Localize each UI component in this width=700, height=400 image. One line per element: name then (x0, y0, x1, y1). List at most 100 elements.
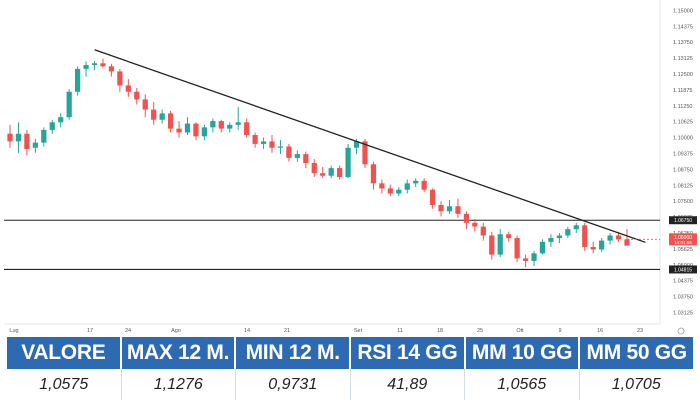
level-label-box (669, 216, 697, 225)
candle-up (66, 91, 72, 118)
x-tick-label: 16 (597, 328, 603, 334)
candle-up (531, 253, 537, 261)
candle-down (151, 109, 157, 120)
candle-down (311, 163, 317, 174)
candle-down (362, 141, 368, 165)
y-tick-label: 1.14375 (673, 24, 693, 30)
candle-down (514, 238, 520, 259)
candle-down (244, 122, 250, 136)
value-mm-10gg: 1,0565 (465, 369, 580, 400)
candle-up (353, 141, 360, 148)
candle-up (294, 154, 300, 158)
candle-down (303, 154, 309, 163)
candle-down (269, 141, 275, 148)
x-tick-label: 23 (637, 328, 643, 334)
candle-up (58, 117, 64, 123)
candle-up (345, 147, 351, 177)
header-valore: VALORE (7, 337, 120, 369)
candle-down (193, 123, 199, 137)
chart-svg: 1.15000 1.14375 1.13750 1.13125 1.12500 1.118… (4, 0, 697, 335)
y-tick-label: 1.08125 (673, 183, 693, 189)
candle-down (615, 235, 622, 240)
candle-up (201, 127, 208, 137)
candle-down (176, 128, 182, 133)
x-tick-label: Ott (516, 328, 524, 334)
header-rsi-14gg: RSI 14 GG (351, 337, 464, 369)
candle-down (218, 121, 224, 129)
candle-down (429, 189, 436, 205)
candle-down (252, 135, 258, 144)
candle-up (277, 146, 284, 148)
y-tick-label: 1.10000 (673, 136, 693, 142)
candle-up (83, 65, 89, 69)
x-tick-label: 21 (284, 328, 290, 334)
candle-down (387, 188, 393, 194)
candle-down (142, 99, 148, 110)
candle-down (100, 63, 106, 67)
candle-up (91, 63, 98, 66)
candle-down (370, 164, 377, 184)
candle-up (328, 168, 334, 176)
candle-up (556, 235, 563, 239)
header-min-12m: MIN 12 M. (236, 337, 350, 369)
x-tick-label: 24 (125, 328, 131, 334)
candle-up (396, 189, 402, 194)
candle-up (404, 183, 410, 190)
candle-up (446, 206, 453, 212)
candle-down (590, 246, 596, 250)
candle-up (159, 113, 165, 120)
header-max-12m: MAX 12 M. (121, 337, 235, 369)
settings-gear-icon (677, 327, 685, 335)
y-tick-label: 1.13125 (673, 56, 693, 62)
y-tick-label: 1.12500 (673, 72, 693, 78)
y-tick-label: 1.15000 (673, 8, 693, 14)
y-tick-label: 1.03125 (673, 310, 693, 316)
candle-down (463, 213, 470, 223)
y-tick-label: 1.04375 (673, 279, 693, 285)
x-tick-label: Set (354, 328, 363, 334)
x-tick-label: 9 (558, 328, 561, 334)
candle-up (74, 68, 81, 92)
stats-table: VALORE MAX 12 M. MIN 12 M. RSI 14 GG MM … (7, 337, 694, 400)
y-tick-label: 1.08750 (673, 167, 693, 173)
price-tag-time: 14:01:55 (674, 240, 692, 245)
candle-up (607, 235, 613, 241)
value-mm-50gg: 1,0705 (579, 369, 693, 400)
candle-down (480, 226, 486, 236)
candle-down (624, 239, 630, 246)
y-tick-label: 1.03750 (673, 295, 693, 301)
candle-down (24, 133, 30, 150)
candle-up (32, 142, 38, 148)
candle-up (235, 122, 241, 125)
x-tick-label: 14 (244, 328, 250, 334)
stats-value-row: 1,0575 1,1276 0,9731 41,89 1,0565 1,0705 (7, 369, 693, 400)
x-tick-label: Lug (9, 328, 18, 334)
value-max-12m: 1,1276 (121, 369, 236, 400)
candle-down (506, 234, 512, 239)
candle-down (421, 180, 427, 190)
candle-down (134, 91, 140, 100)
y-tick-label: 1.10625 (673, 120, 693, 126)
candle-up (210, 121, 216, 128)
header-mm-10gg: MM 10 GG (465, 337, 579, 369)
candle-down (117, 71, 123, 86)
candle-down (7, 133, 13, 142)
candle-up (184, 123, 191, 133)
candle-down (286, 146, 292, 158)
candle-up (49, 122, 55, 130)
x-tick-label: 11 (397, 328, 403, 334)
level-label: 1.06750 (674, 218, 692, 224)
x-tick-label: 17 (87, 328, 93, 334)
y-tick-label: 1.13750 (673, 40, 693, 46)
candle-up (548, 238, 554, 242)
x-tick-label: Ago (171, 328, 181, 334)
y-tick-label: 1.11875 (673, 88, 692, 94)
value-rsi-14gg: 41,89 (350, 369, 465, 400)
candle-up (539, 241, 546, 254)
candle-down (582, 225, 588, 247)
candle-up (260, 141, 267, 144)
y-tick-label: 1.07500 (673, 199, 693, 205)
candle-up (15, 133, 22, 142)
level-label: 1.04815 (674, 267, 692, 273)
y-tick-label: 1.05625 (673, 247, 693, 253)
